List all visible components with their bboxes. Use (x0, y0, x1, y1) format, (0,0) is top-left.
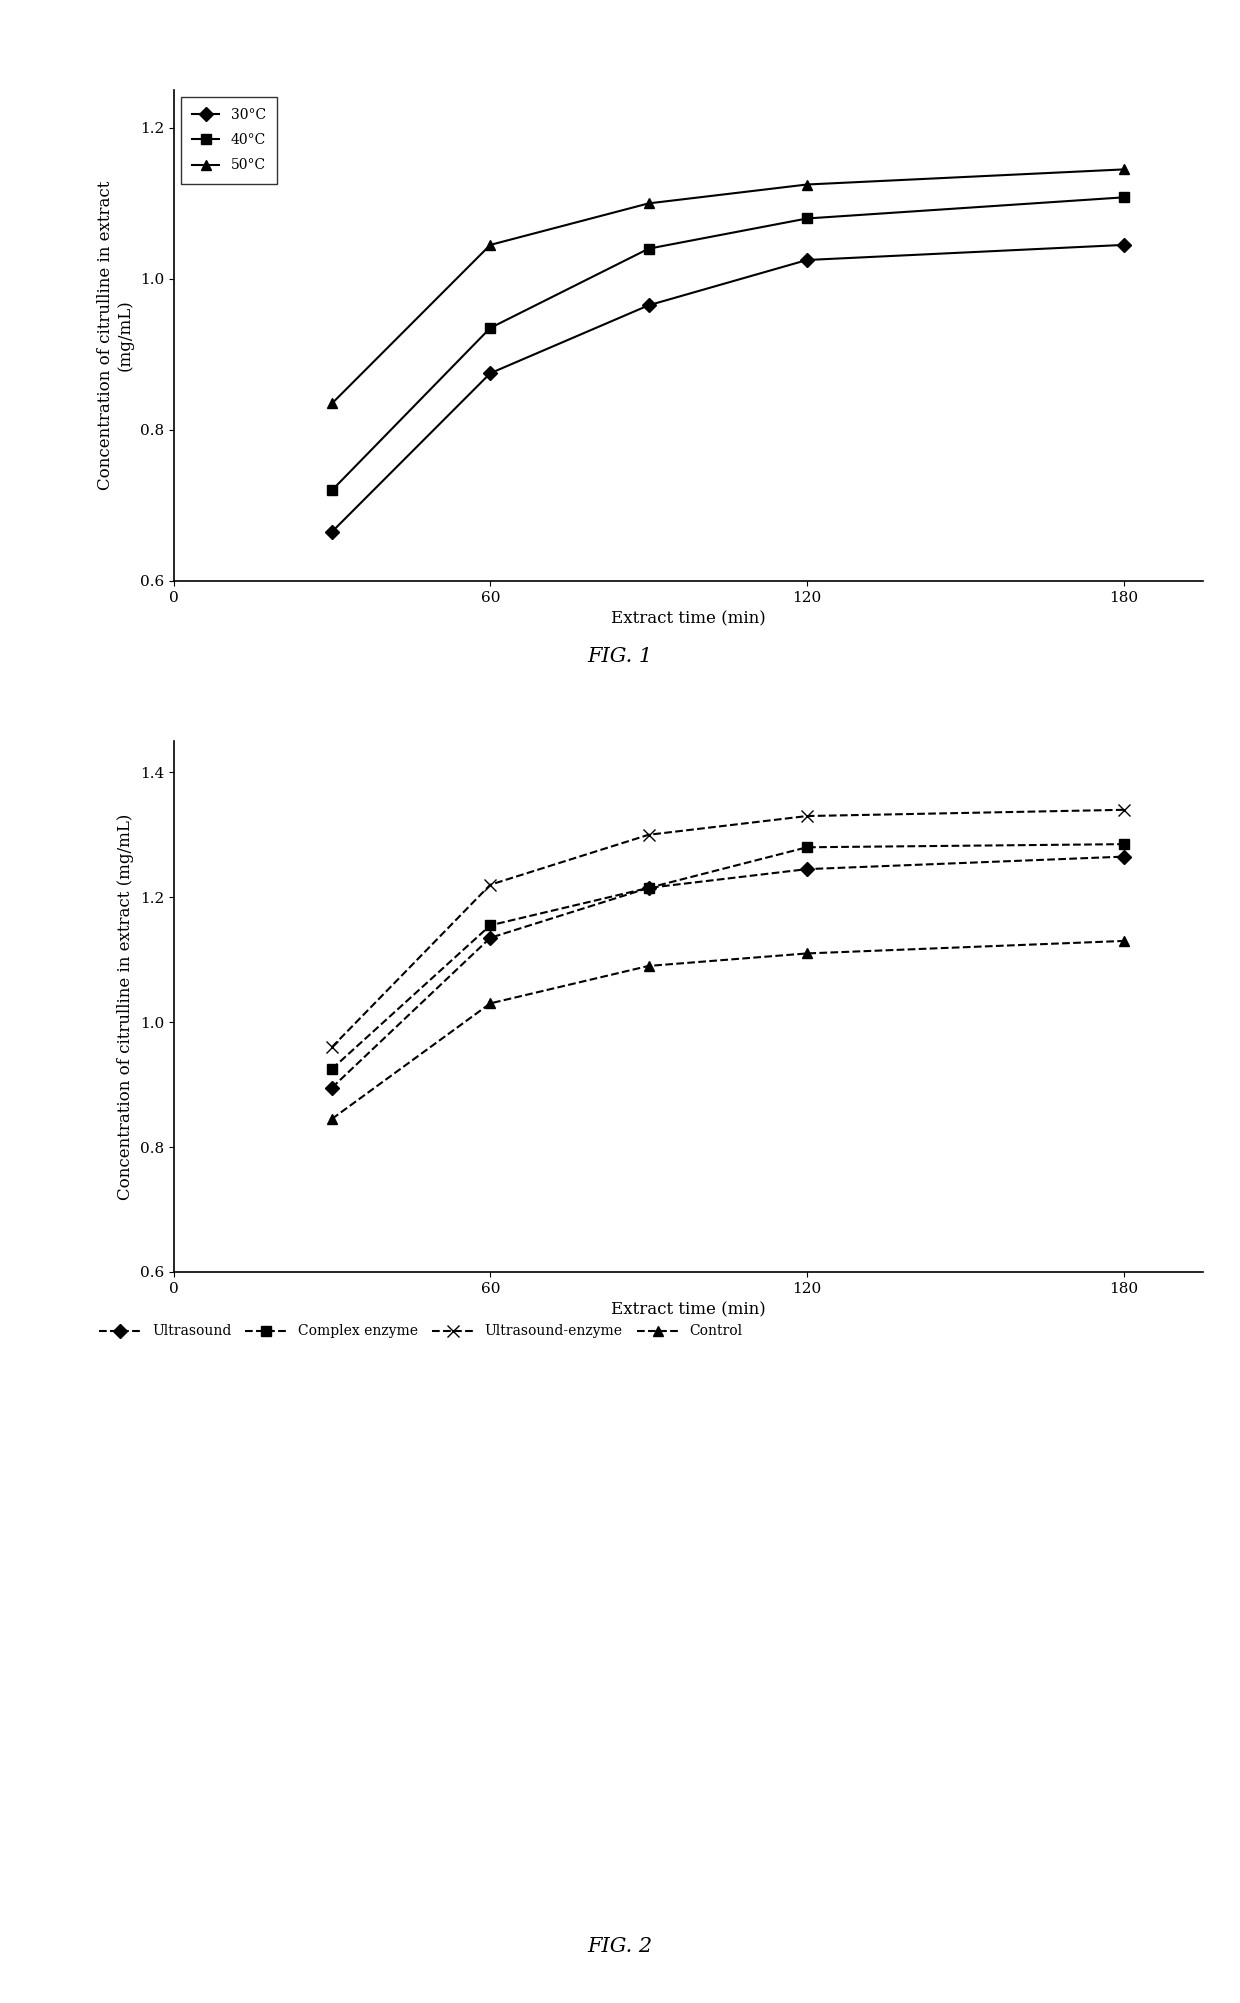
Ultrasound (800, 857, 815, 881)
40°C (1116, 186, 1131, 210)
Control (1116, 929, 1131, 953)
30°C (1116, 232, 1131, 256)
50°C (1116, 158, 1131, 182)
Ultrasound-enzyme (800, 803, 815, 827)
Ultrasound (325, 1076, 340, 1100)
Line: Control: Control (327, 935, 1128, 1124)
Line: 30°C: 30°C (327, 240, 1128, 537)
Ultrasound (641, 875, 656, 899)
Ultrasound-enzyme (1116, 797, 1131, 821)
Line: 50°C: 50°C (327, 164, 1128, 409)
Text: FIG. 2: FIG. 2 (588, 1937, 652, 1957)
Control (482, 991, 497, 1016)
Y-axis label: Concentration of citrulline in extract
(mg/mL): Concentration of citrulline in extract (… (98, 180, 134, 491)
Control (641, 953, 656, 977)
Line: Ultrasound-enzyme: Ultrasound-enzyme (326, 805, 1130, 1054)
Ultrasound-enzyme (325, 1036, 340, 1060)
X-axis label: Extract time (min): Extract time (min) (611, 611, 765, 627)
X-axis label: Extract time (min): Extract time (min) (611, 1302, 765, 1318)
50°C (482, 232, 497, 256)
50°C (325, 391, 340, 415)
Legend: 30°C, 40°C, 50°C: 30°C, 40°C, 50°C (181, 96, 277, 184)
Legend: Ultrasound, Complex enzyme, Ultrasound-enzyme, Control: Ultrasound, Complex enzyme, Ultrasound-e… (94, 1318, 748, 1344)
Ultrasound-enzyme (641, 823, 656, 847)
Complex enzyme (482, 913, 497, 937)
Line: Complex enzyme: Complex enzyme (327, 839, 1128, 1074)
Ultrasound-enzyme (482, 873, 497, 897)
Ultrasound (482, 925, 497, 949)
Line: 40°C: 40°C (327, 192, 1128, 495)
Complex enzyme (641, 875, 656, 899)
Control (325, 1108, 340, 1132)
50°C (800, 172, 815, 196)
Complex enzyme (800, 835, 815, 859)
Y-axis label: Concentration of citrulline in extract (mg/mL): Concentration of citrulline in extract (… (117, 813, 134, 1200)
40°C (800, 206, 815, 230)
40°C (325, 479, 340, 503)
Line: Ultrasound: Ultrasound (327, 851, 1128, 1092)
50°C (641, 192, 656, 216)
Text: FIG. 1: FIG. 1 (588, 647, 652, 667)
30°C (641, 292, 656, 316)
30°C (482, 361, 497, 385)
Ultrasound (1116, 845, 1131, 869)
40°C (641, 236, 656, 260)
Complex enzyme (325, 1058, 340, 1082)
30°C (800, 248, 815, 272)
Control (800, 941, 815, 965)
Complex enzyme (1116, 831, 1131, 855)
30°C (325, 521, 340, 545)
40°C (482, 316, 497, 341)
